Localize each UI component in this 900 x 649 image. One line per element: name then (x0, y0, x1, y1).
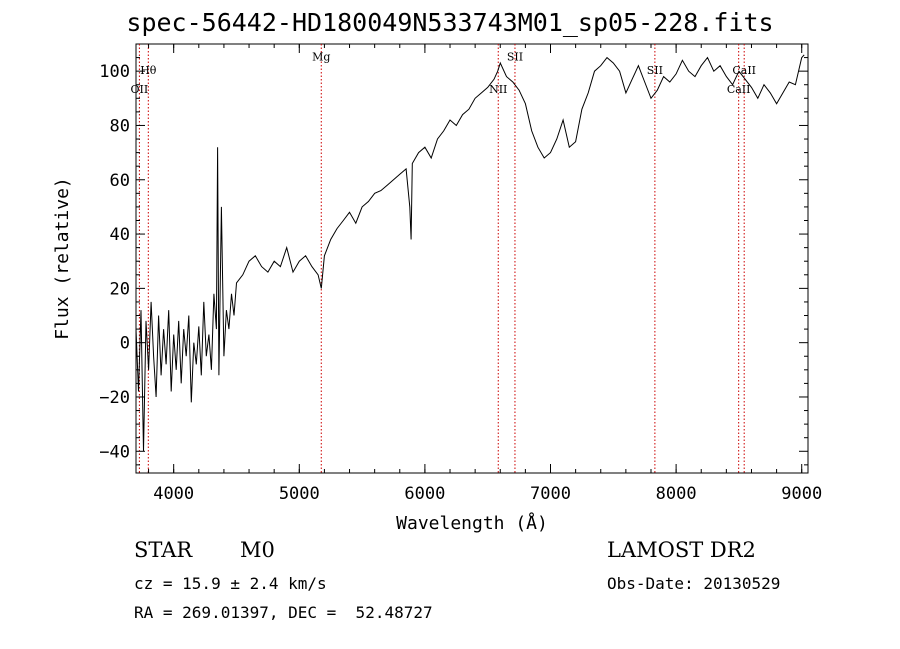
x-tick-label: 9000 (781, 484, 822, 504)
line-marker-label: Mg (312, 50, 330, 63)
x-tick-label: 6000 (404, 484, 445, 504)
line-marker-label: OII (131, 83, 149, 96)
obs-date: Obs-Date: 20130529 (607, 574, 781, 593)
y-tick-label: 0 (120, 334, 130, 354)
y-tick-label: 20 (110, 279, 130, 299)
x-tick-label: 8000 (656, 484, 697, 504)
line-marker-label: SII (647, 64, 663, 77)
plot-frame (135, 43, 809, 474)
line-marker-label: CaII (727, 83, 751, 96)
y-axis-label: Flux (relative) (52, 177, 73, 340)
redshift-cz: cz = 15.9 ± 2.4 km/s (134, 574, 327, 593)
chart-title: spec-56442-HD180049N533743M01_sp05-228.f… (126, 8, 774, 37)
y-tick-label: −40 (99, 442, 130, 462)
y-tick-label: 80 (110, 116, 130, 136)
object-class: STAR (134, 538, 193, 562)
y-tick-label: 40 (110, 225, 130, 245)
y-tick-label: 100 (99, 62, 130, 82)
survey-name: LAMOST DR2 (607, 538, 756, 562)
line-marker-label: NII (489, 83, 507, 96)
x-tick-label: 5000 (279, 484, 320, 504)
y-tick-label: −20 (99, 388, 130, 408)
coordinates: RA = 269.01397, DEC = 52.48727 (134, 603, 433, 622)
line-marker-label: CaII (732, 64, 756, 77)
line-marker-label: SII (507, 50, 523, 63)
line-marker-label: Hθ (140, 64, 157, 77)
object-subclass: M0 (240, 538, 275, 562)
y-tick-label: 60 (110, 171, 130, 191)
spectrum-line (135, 54, 805, 452)
x-axis-label: Wavelength (Å) (396, 512, 548, 534)
x-tick-label: 4000 (153, 484, 194, 504)
x-tick-label: 7000 (530, 484, 571, 504)
